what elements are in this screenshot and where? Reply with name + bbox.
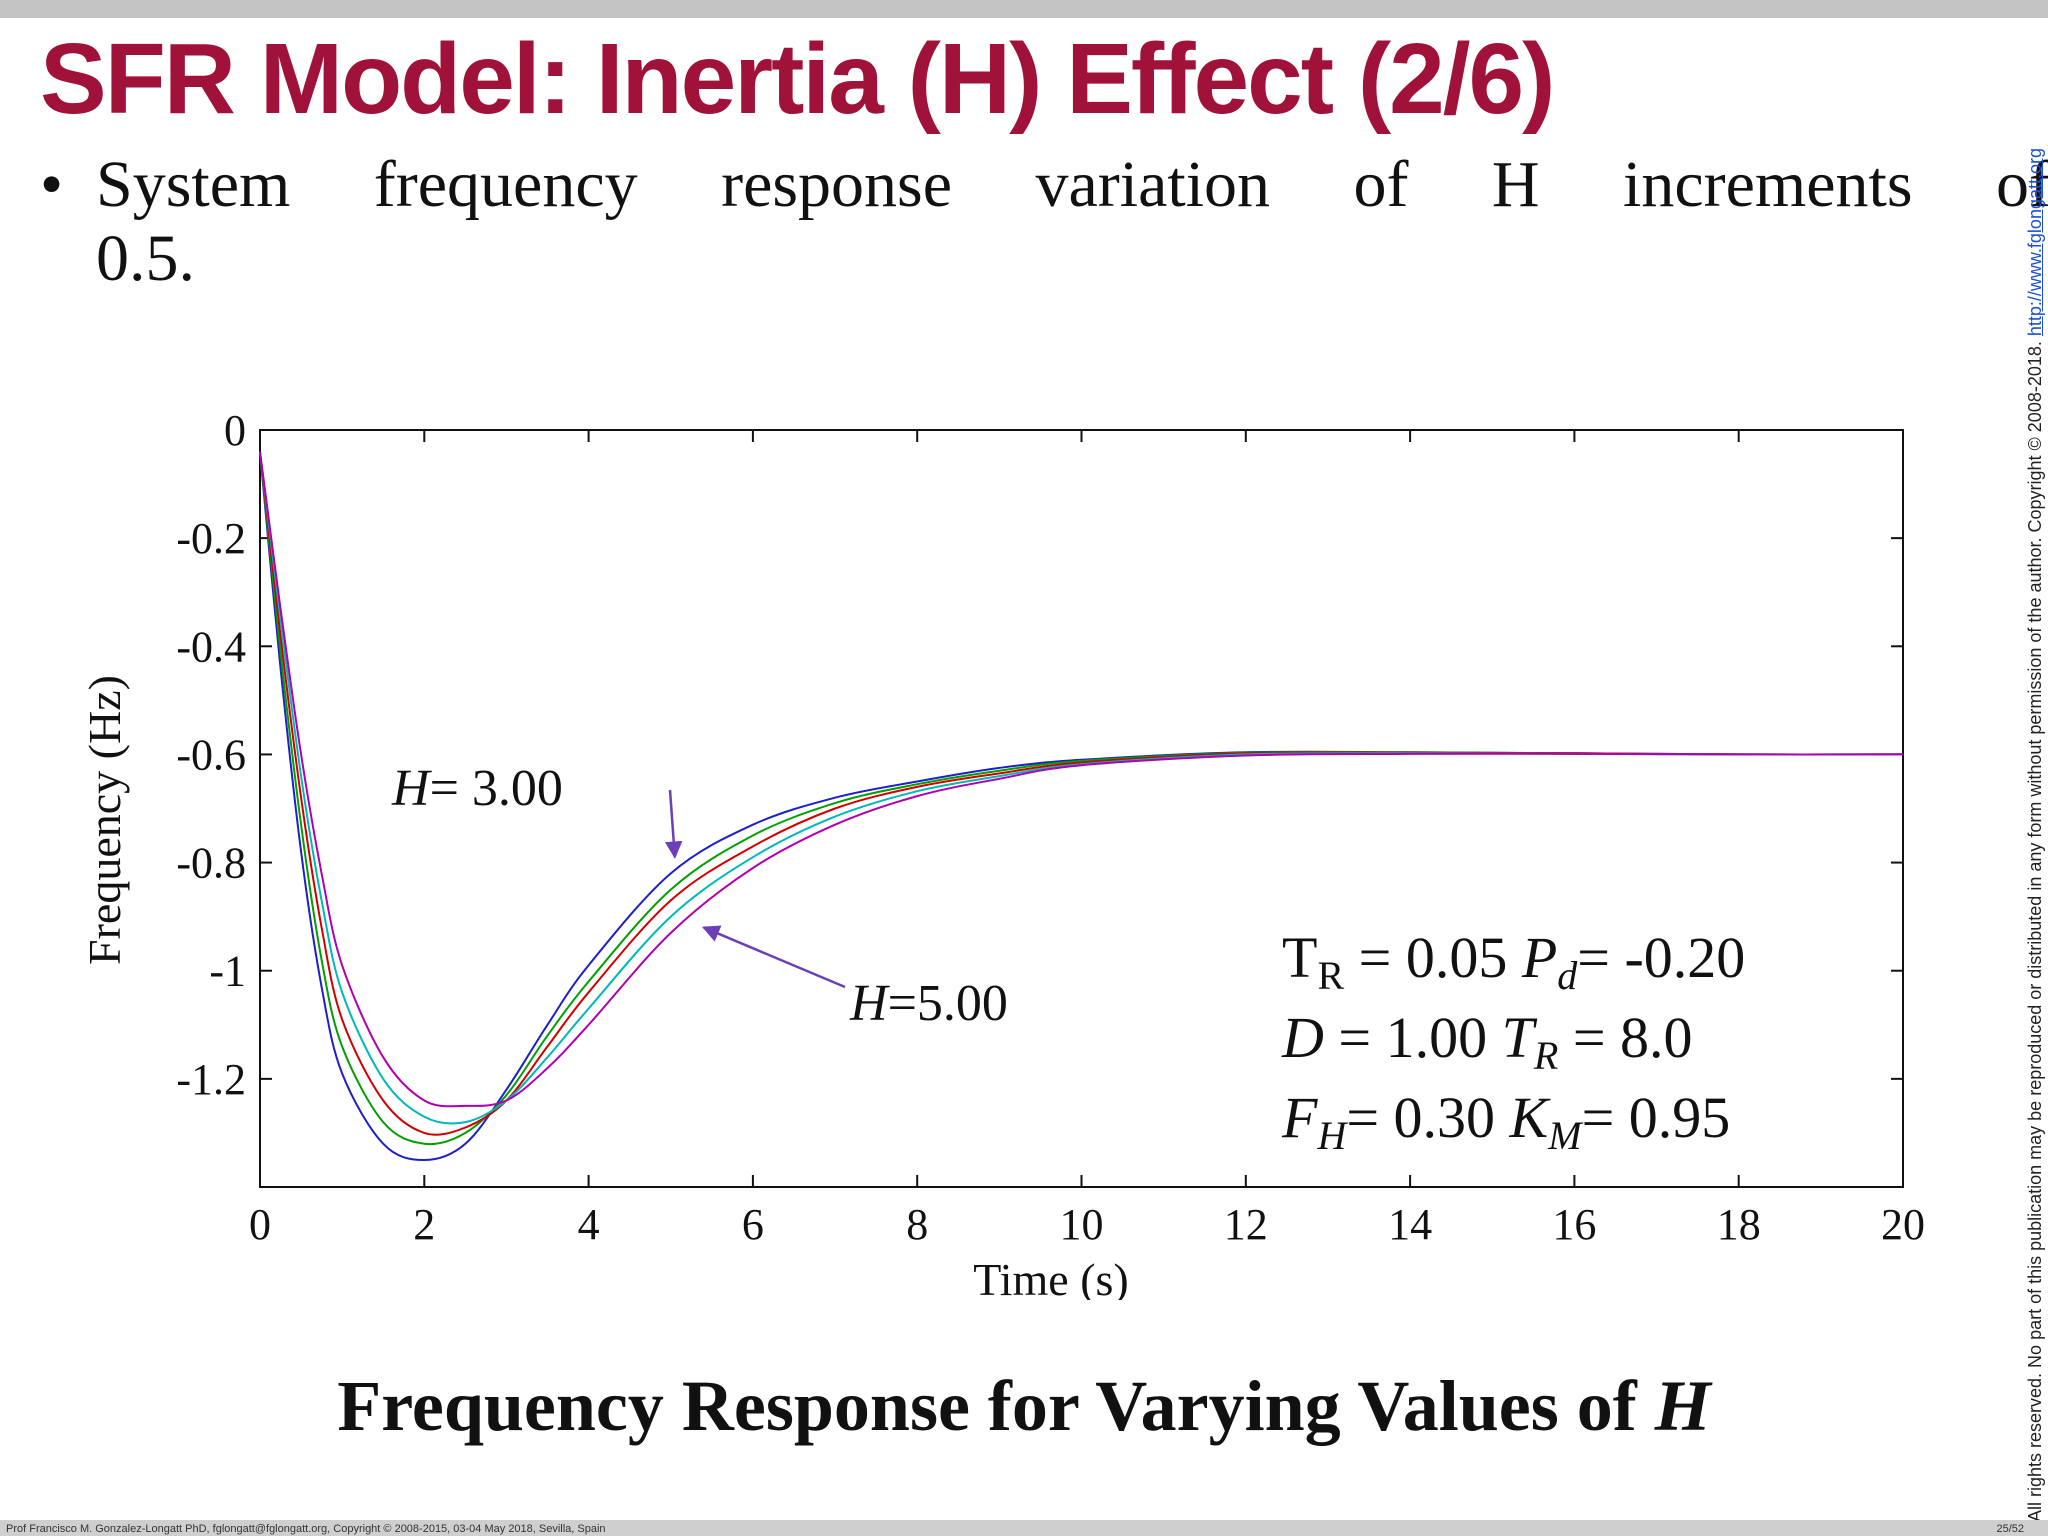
bullet-line-1: System frequency response variation of H… bbox=[96, 148, 2048, 221]
param-symbol: D bbox=[1281, 1005, 1324, 1070]
y-tick-label: -0.8 bbox=[176, 839, 246, 888]
bottom-bar bbox=[0, 1520, 2048, 1536]
annotation-value: =5.00 bbox=[888, 975, 1008, 1032]
bullet-line-2: 0.5. bbox=[96, 222, 195, 295]
x-tick-label: 6 bbox=[742, 1200, 764, 1249]
param-symbol: K bbox=[1509, 1085, 1552, 1150]
series-line-5 bbox=[259, 451, 1904, 1108]
x-tick-label: 2 bbox=[413, 1200, 435, 1249]
param-value: = 0.05 bbox=[1344, 925, 1522, 990]
param-symbol: T bbox=[1502, 1005, 1538, 1070]
x-tick-label: 0 bbox=[249, 1200, 271, 1249]
footer-text: Prof Francisco M. Gonzalez-Longatt PhD, … bbox=[6, 1523, 606, 1535]
annotation-variable: H bbox=[849, 975, 890, 1032]
param-value: = 0.30 bbox=[1346, 1085, 1509, 1150]
caption-variable: H bbox=[1654, 1366, 1711, 1446]
copyright-note: All rights reserved. No part of this pub… bbox=[2025, 148, 2046, 1522]
website-link[interactable]: http://www.fglongatt.org bbox=[2025, 148, 2045, 337]
chart-annotations: H= 3.00H=5.00 bbox=[391, 760, 1008, 1032]
caption-text: Frequency Response for Varying Values of bbox=[337, 1366, 1655, 1446]
x-tick-label: 12 bbox=[1224, 1200, 1268, 1249]
x-tick-label: 16 bbox=[1552, 1200, 1596, 1249]
chart-axes: 0 2 4 6 8 10 12 14 16 18 20 0 -0.2 -0.4 -0.6 -0.8 -1 -1.2 bbox=[176, 406, 1925, 1249]
param-subscript: d bbox=[1557, 953, 1578, 998]
param-subscript: R bbox=[1533, 1033, 1558, 1078]
x-tick-label: 18 bbox=[1717, 1200, 1761, 1249]
y-tick-label: -0.4 bbox=[176, 622, 246, 671]
param-value: = 0.95 bbox=[1582, 1085, 1731, 1150]
y-tick-label: -1 bbox=[209, 947, 246, 996]
param-symbol: T bbox=[1282, 925, 1317, 990]
param-subscript: H bbox=[1316, 1113, 1348, 1158]
figure-caption: Frequency Response for Varying Values of… bbox=[0, 1365, 2048, 1448]
x-tick-label: 14 bbox=[1388, 1200, 1432, 1249]
y-tick-label: -0.6 bbox=[176, 730, 246, 779]
annotation-value: = 3.00 bbox=[430, 760, 563, 817]
bullet-symbol: • bbox=[40, 148, 64, 221]
x-tick-label: 10 bbox=[1060, 1200, 1104, 1249]
param-value: = 8.0 bbox=[1558, 1005, 1692, 1070]
annotation-label-1: H= 3.00 bbox=[391, 760, 563, 817]
param-value: = 1.00 bbox=[1324, 1005, 1502, 1070]
frequency-response-chart: 0 2 4 6 8 10 12 14 16 18 20 0 -0.2 -0.4 -0.6 -0.8 -1 -1.2… bbox=[79, 406, 1925, 1300]
param-symbol: F bbox=[1281, 1085, 1318, 1150]
annotation-arrow-1 bbox=[664, 789, 683, 859]
param-value: = -0.20 bbox=[1577, 925, 1745, 990]
x-axis-label: Time (s) bbox=[973, 1254, 1129, 1300]
param-symbol: P bbox=[1521, 925, 1557, 990]
param-subscript: M bbox=[1547, 1113, 1584, 1158]
param-subscript: R bbox=[1317, 953, 1344, 998]
annotation-variable: H bbox=[391, 760, 432, 817]
copyright-text: All rights reserved. No part of this pub… bbox=[2025, 336, 2045, 1522]
chart-series bbox=[259, 451, 1904, 1162]
x-tick-label: 4 bbox=[578, 1200, 600, 1249]
x-tick-label: 20 bbox=[1881, 1200, 1925, 1249]
y-tick-label: -0.2 bbox=[176, 514, 246, 563]
annotation-label-2: H=5.00 bbox=[849, 975, 1008, 1032]
y-tick-label: 0 bbox=[224, 406, 246, 455]
annotation-arrow-2 bbox=[701, 925, 846, 989]
top-bar bbox=[0, 0, 2048, 18]
x-tick-label: 8 bbox=[906, 1200, 928, 1249]
y-axis-label: Frequency (Hz) bbox=[79, 675, 130, 965]
page-number: 25/52 bbox=[1996, 1523, 2024, 1535]
y-tick-label: -1.2 bbox=[176, 1055, 246, 1104]
slide-title: SFR Model: Inertia (H) Effect (2/6) bbox=[40, 23, 1555, 135]
parameter-block: TR = 0.05 Pd= -0.20 D = 1.00 TR = 8.0 FH= … bbox=[1281, 925, 1745, 1158]
